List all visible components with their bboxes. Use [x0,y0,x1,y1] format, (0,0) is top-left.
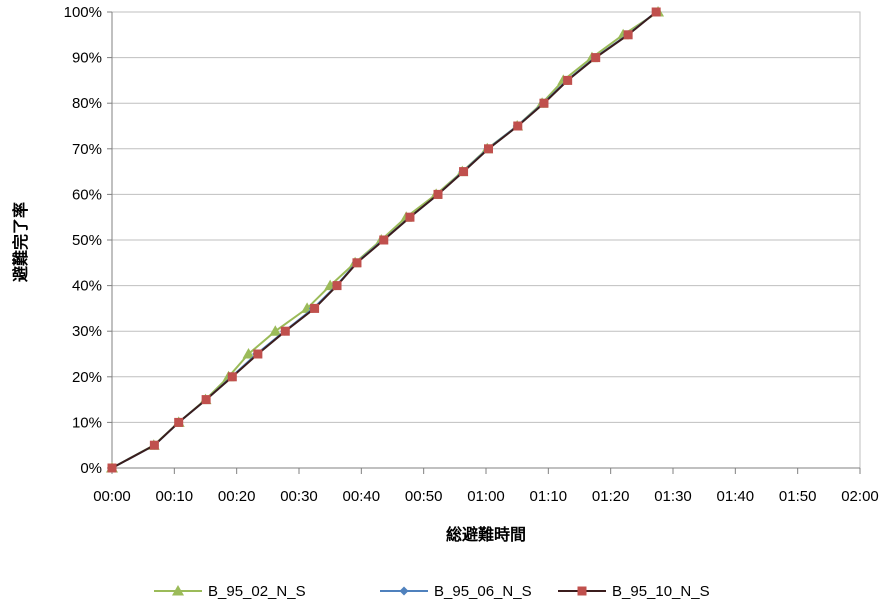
data-point [433,189,443,199]
data-point [459,167,469,177]
data-point [483,144,493,154]
y-tick-label: 60% [72,186,102,203]
legend-marker [172,585,184,596]
data-point [227,372,237,382]
data-point [591,53,601,63]
data-point [539,98,549,108]
x-tick-label: 02:00 [841,488,879,505]
legend-item: B_95_06_N_S [380,583,532,600]
legend: B_95_02_N_S B_95_06_N_S B_95_10_N_S [154,583,710,600]
x-tick-label: 00:00 [93,488,131,505]
series-group [106,6,665,473]
y-tick-label: 100% [64,4,102,21]
series-B_95_10_N_S [107,7,661,473]
data-point [174,417,184,427]
y-tick-label: 10% [72,414,102,431]
x-tick-label: 00:10 [156,488,194,505]
x-tick-label: 01:20 [592,488,630,505]
data-point [149,440,159,450]
legend-item: B_95_10_N_S [558,583,710,600]
legend-marker [399,586,409,596]
data-point [242,348,255,359]
x-tick-label: 01:00 [467,488,505,505]
data-point [651,7,661,17]
data-point [107,463,117,473]
data-point [379,235,389,245]
data-point [310,303,320,313]
x-tick-label: 00:30 [280,488,318,505]
data-point [253,349,263,359]
x-tick-label: 01:50 [779,488,817,505]
data-point [513,121,523,131]
legend-item: B_95_02_N_S [154,583,306,600]
y-tick-label: 50% [72,232,102,249]
data-point [332,281,342,291]
y-tick-label: 40% [72,278,102,295]
legend-label: B_95_02_N_S [208,583,306,600]
y-tick-label: 20% [72,369,102,386]
axes [107,11,861,474]
y-tick-label: 30% [72,323,102,340]
data-point [352,258,362,268]
x-tick-label: 00:40 [343,488,381,505]
data-point [201,395,211,405]
x-tick-label: 01:30 [654,488,692,505]
x-tick-labels: 00:00 00:10 00:20 00:30 00:40 00:50 01:00 01:10… [93,488,879,505]
x-tick-label: 00:20 [218,488,256,505]
x-tick-label: 01:10 [530,488,568,505]
legend-marker [577,586,587,596]
data-point [623,30,633,40]
x-axis-title: 総避難時間 [446,525,526,544]
y-tick-label: 90% [72,50,102,67]
data-point [563,75,573,85]
y-axis-title: 避難完了率 [11,202,30,282]
y-tick-label: 80% [72,95,102,112]
y-tick-label: 70% [72,141,102,158]
legend-label: B_95_06_N_S [434,583,532,600]
grid-lines [112,11,860,423]
data-point [405,212,415,222]
data-point [269,325,282,336]
y-tick-labels: 0% 10% 20% 30% 40% 50% 60% 70% 80% 90% 100% [64,4,102,477]
x-tick-label: 00:50 [405,488,443,505]
legend-label: B_95_10_N_S [612,583,710,600]
y-tick-label: 0% [80,460,102,477]
data-point [280,326,290,336]
x-tick-label: 01:40 [717,488,755,505]
